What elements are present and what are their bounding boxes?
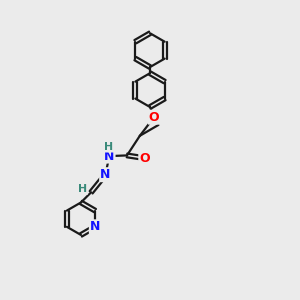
Text: N: N xyxy=(90,220,100,233)
Text: H: H xyxy=(104,142,114,152)
Text: N: N xyxy=(104,150,115,163)
Text: N: N xyxy=(100,168,110,181)
Text: O: O xyxy=(149,111,159,124)
Text: O: O xyxy=(139,152,150,165)
Text: H: H xyxy=(78,184,87,194)
